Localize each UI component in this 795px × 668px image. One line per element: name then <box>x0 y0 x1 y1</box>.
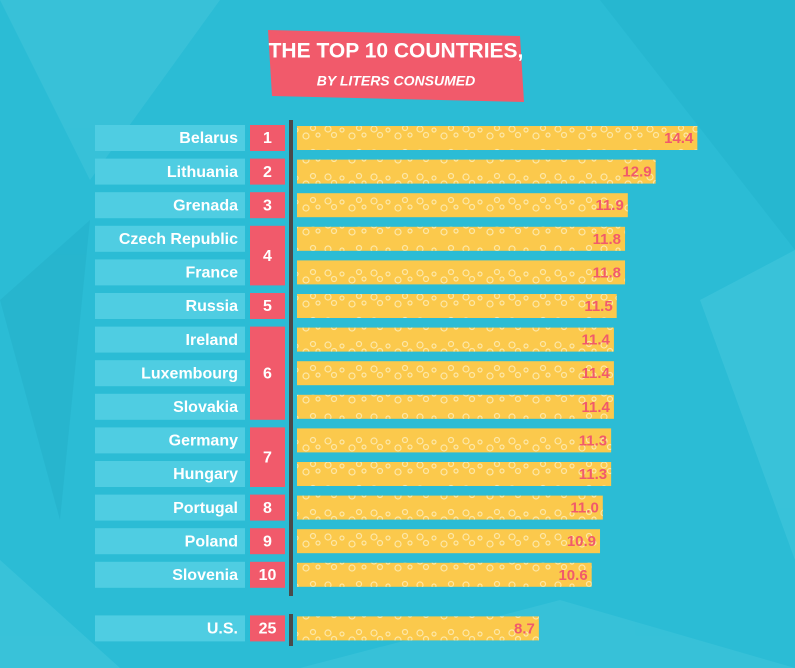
label-box <box>95 259 245 286</box>
value-label: 11.8 <box>593 231 621 248</box>
rank-label: 7 <box>263 449 272 466</box>
rank-label: 4 <box>263 248 272 265</box>
divider <box>289 614 293 646</box>
rank-box <box>250 615 285 642</box>
country-label: Grenada <box>173 197 238 214</box>
bar-pattern <box>297 361 614 386</box>
label-box <box>95 192 245 219</box>
label-box <box>95 615 245 642</box>
country-label: France <box>186 265 239 282</box>
country-label: Portugal <box>173 500 238 517</box>
rank-label: 1 <box>263 130 272 147</box>
bar-pattern <box>297 193 628 218</box>
rank-label: 9 <box>263 533 272 550</box>
title: THE TOP 10 COUNTRIES, <box>269 40 524 63</box>
rank-box <box>250 125 285 151</box>
bar-pattern <box>297 495 603 520</box>
label-box <box>95 158 245 185</box>
country-label: Germany <box>169 433 238 450</box>
country-label: Belarus <box>179 130 238 147</box>
divider <box>289 120 293 596</box>
rank-box <box>250 561 285 588</box>
bar-pattern <box>297 226 626 251</box>
label-box <box>95 293 245 319</box>
rank-box <box>250 494 285 521</box>
rank-label: 25 <box>259 621 277 638</box>
label-box <box>95 528 245 555</box>
rank-box <box>250 326 285 420</box>
rank-box <box>250 158 285 185</box>
value-label: 8.7 <box>514 620 535 637</box>
country-label: Czech Republic <box>119 231 238 248</box>
rank-label: 3 <box>263 197 272 214</box>
value-label: 12.9 <box>622 164 651 181</box>
bar-pattern <box>297 159 656 184</box>
label-box <box>95 360 245 387</box>
rank-label: 5 <box>263 298 272 315</box>
value-label: 10.9 <box>567 533 596 550</box>
label-box <box>95 494 245 521</box>
rank-label: 6 <box>263 365 272 382</box>
country-label: Luxembourg <box>141 365 238 382</box>
rank-box <box>250 192 285 219</box>
value-label: 11.4 <box>582 332 611 349</box>
label-box <box>95 393 245 420</box>
value-label: 11.3 <box>579 466 607 483</box>
bar-pattern <box>297 394 614 419</box>
country-label: Lithuania <box>167 164 238 181</box>
rank-label: 10 <box>259 567 277 584</box>
country-label: Russia <box>186 298 239 315</box>
value-label: 11.0 <box>570 500 598 517</box>
label-box <box>95 125 245 151</box>
label-box <box>95 326 245 353</box>
bar-pattern <box>297 260 626 285</box>
rank-label: 8 <box>263 500 272 517</box>
rank-box <box>250 427 285 487</box>
value-label: 11.4 <box>582 399 611 416</box>
bar-pattern <box>297 428 612 453</box>
label-box <box>95 461 245 487</box>
subtitle: BY LITERS CONSUMED <box>317 73 475 89</box>
country-label: Slovenia <box>172 567 238 584</box>
country-label: Hungary <box>173 466 238 483</box>
value-label: 14.4 <box>664 130 694 147</box>
rank-box <box>250 225 285 286</box>
bar-pattern <box>297 294 617 318</box>
bar-pattern <box>297 616 539 641</box>
bar-pattern <box>297 529 601 554</box>
value-label: 11.4 <box>582 365 611 382</box>
value-label: 10.6 <box>558 567 587 584</box>
rank-box <box>250 528 285 555</box>
value-label: 11.9 <box>595 197 623 214</box>
rank-label: 2 <box>263 164 272 181</box>
country-label: Slovakia <box>173 399 238 416</box>
value-label: 11.5 <box>584 298 612 315</box>
rank-box <box>250 293 285 319</box>
label-box <box>95 427 245 454</box>
bar-pattern <box>297 462 612 486</box>
label-box <box>95 561 245 588</box>
country-label: Ireland <box>186 332 238 349</box>
value-label: 11.8 <box>593 264 621 281</box>
bar-pattern <box>297 327 614 352</box>
value-label: 11.3 <box>579 432 607 449</box>
bar-pattern <box>297 126 698 150</box>
label-box <box>95 225 245 252</box>
bar-pattern <box>297 562 592 587</box>
country-label: Poland <box>185 533 238 550</box>
country-label: U.S. <box>207 621 238 638</box>
title-banner <box>268 30 524 102</box>
